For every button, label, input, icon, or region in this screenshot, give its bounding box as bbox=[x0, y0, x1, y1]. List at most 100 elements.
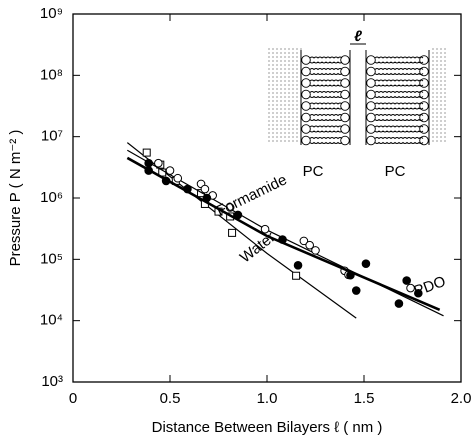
inset-diagram bbox=[268, 43, 446, 146]
marker-circle bbox=[299, 236, 309, 246]
lipid-head bbox=[366, 78, 376, 88]
lipid-head bbox=[366, 89, 376, 100]
marker-circle bbox=[394, 299, 404, 308]
lipid-tail bbox=[309, 102, 343, 105]
lipid-tail bbox=[309, 118, 343, 121]
lipid-tail bbox=[374, 56, 424, 59]
lipid-head bbox=[301, 55, 311, 65]
marker-circle bbox=[173, 173, 183, 183]
marker-circle bbox=[346, 270, 355, 280]
lipid-head bbox=[301, 66, 311, 77]
marker-circle bbox=[414, 288, 423, 298]
lipid-tail bbox=[309, 107, 343, 110]
y-tick-label: 10⁸ bbox=[40, 66, 63, 83]
marker-square bbox=[228, 228, 237, 237]
marker-circle bbox=[402, 276, 411, 285]
x-tick-label: 1.0 bbox=[257, 390, 278, 407]
lipid-head bbox=[340, 135, 350, 146]
lipid-head bbox=[301, 101, 311, 111]
lipid-head bbox=[419, 135, 429, 146]
marker-circle bbox=[260, 224, 270, 234]
lipid-head bbox=[419, 112, 429, 123]
marker-circle bbox=[361, 259, 371, 268]
lipid-head bbox=[366, 101, 376, 111]
lipid-head bbox=[419, 78, 429, 88]
series-label: PDO bbox=[412, 273, 448, 300]
lipid-head bbox=[419, 55, 429, 65]
lipid-head bbox=[366, 66, 376, 77]
lipid-tail bbox=[309, 141, 343, 144]
lipid-tail bbox=[374, 61, 424, 64]
lipid-tail bbox=[374, 95, 424, 98]
marker-circle bbox=[233, 210, 243, 220]
marker-circle bbox=[144, 166, 153, 175]
marker-circle bbox=[351, 286, 361, 295]
x-axis-label: Distance Between Bilayers ℓ ( nm ) bbox=[152, 419, 383, 436]
lipid-head bbox=[340, 66, 350, 77]
annotation: PC bbox=[303, 163, 324, 180]
lipid-head bbox=[419, 101, 429, 111]
lipid-tail bbox=[309, 79, 343, 82]
lipid-head bbox=[366, 135, 376, 146]
lipid-head bbox=[301, 112, 311, 123]
lipid-tail bbox=[309, 125, 343, 128]
lipid-tail bbox=[309, 84, 343, 87]
marker-circle bbox=[202, 193, 212, 203]
marker-circle bbox=[183, 184, 192, 194]
lipid-tail bbox=[374, 84, 424, 87]
lipid-tail bbox=[309, 114, 343, 117]
marker-circle bbox=[278, 235, 287, 244]
lipid-head bbox=[340, 78, 350, 88]
lipid-tail bbox=[309, 137, 343, 140]
fit-line bbox=[126, 156, 441, 312]
y-axis-label: Pressure P ( N m⁻² ) bbox=[7, 130, 24, 267]
annotation: ℓ bbox=[354, 28, 362, 45]
lipid-tail bbox=[374, 72, 424, 75]
lipid-tail bbox=[309, 95, 343, 98]
y-tick-label: 10⁵ bbox=[40, 250, 63, 267]
lipid-tail bbox=[374, 107, 424, 110]
lipid-tail bbox=[374, 125, 424, 128]
lipid-tail bbox=[374, 91, 424, 94]
lipid-head bbox=[340, 124, 350, 134]
y-tick-label: 10³ bbox=[41, 373, 63, 390]
lipid-tail bbox=[374, 102, 424, 105]
lipid-head bbox=[340, 112, 350, 123]
lipid-tail bbox=[374, 79, 424, 82]
x-tick-label: 2.0 bbox=[451, 390, 472, 407]
lipid-head bbox=[301, 135, 311, 146]
marker-circle bbox=[165, 166, 175, 175]
lipid-tail bbox=[309, 61, 343, 64]
marker-square bbox=[142, 148, 151, 157]
x-tick-label: 0.5 bbox=[160, 390, 181, 407]
marker-circle bbox=[154, 158, 163, 168]
lipid-head bbox=[301, 78, 311, 88]
x-tick-label: 1.5 bbox=[354, 390, 375, 407]
lipid-head bbox=[366, 55, 376, 65]
marker-square bbox=[292, 271, 301, 280]
lipid-tail bbox=[374, 137, 424, 140]
lipid-head bbox=[419, 89, 429, 100]
lipid-head bbox=[301, 124, 311, 134]
y-tick-label: 10⁷ bbox=[41, 128, 63, 145]
lipid-head bbox=[366, 112, 376, 123]
lipid-tail bbox=[374, 141, 424, 144]
lipid-head bbox=[340, 101, 350, 111]
lipid-head bbox=[340, 89, 350, 100]
y-tick-label: 10⁹ bbox=[40, 5, 63, 22]
marker-circle bbox=[293, 260, 303, 270]
marker-circle bbox=[161, 176, 171, 186]
lipid-tail bbox=[309, 130, 343, 133]
marker-circle bbox=[311, 246, 320, 255]
lipid-tail bbox=[374, 68, 424, 71]
marker-circle bbox=[305, 240, 314, 250]
lipid-head bbox=[301, 89, 311, 100]
lipid-tail bbox=[309, 91, 343, 94]
lipid-tail bbox=[374, 130, 424, 133]
y-tick-label: 10⁴ bbox=[40, 312, 63, 329]
marker-circle bbox=[406, 283, 415, 293]
annotation: PC bbox=[385, 163, 406, 180]
lipid-tail bbox=[309, 56, 343, 59]
marker-circle bbox=[225, 203, 235, 212]
